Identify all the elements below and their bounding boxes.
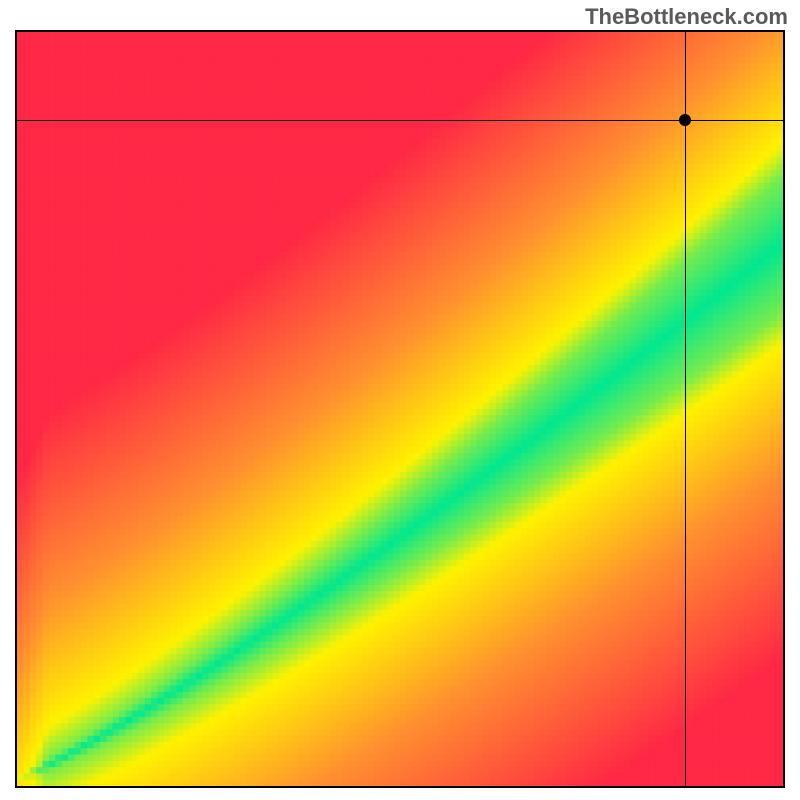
crosshair-marker — [679, 114, 691, 126]
watermark-text: TheBottleneck.com — [585, 4, 788, 30]
heatmap-canvas — [17, 32, 783, 786]
crosshair-horizontal — [17, 120, 783, 121]
crosshair-vertical — [685, 32, 686, 786]
bottleneck-heatmap — [15, 30, 785, 788]
